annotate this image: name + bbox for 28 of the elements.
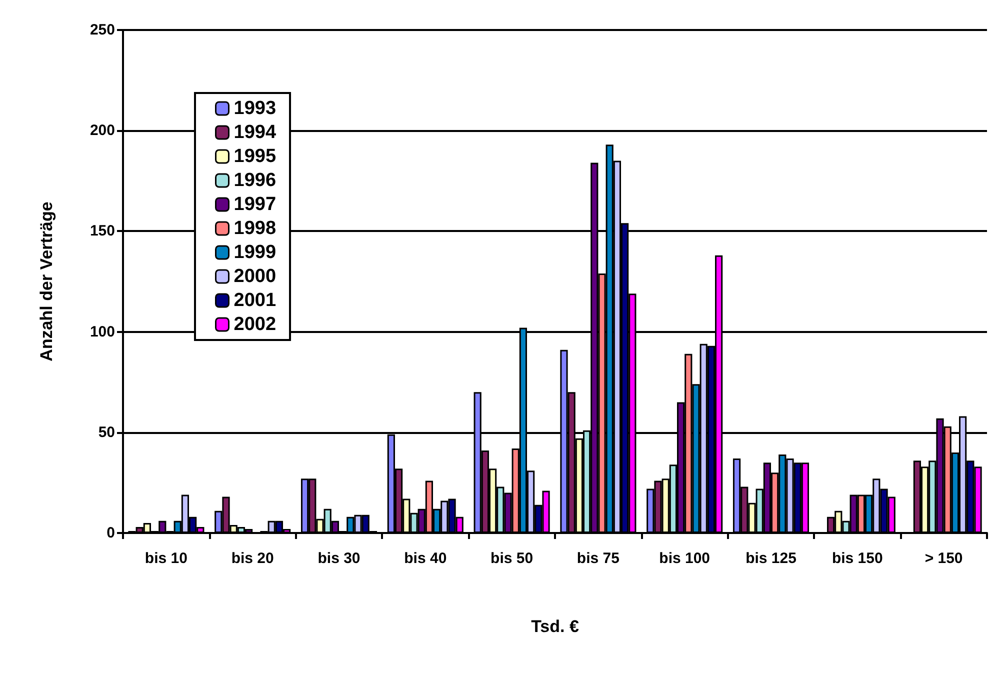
y-tick-label: 100 [90,323,115,340]
x-tick-label: bis 20 [231,550,274,567]
x-tick-label: bis 50 [490,550,534,567]
legend-label: 1998 [234,218,276,239]
y-tick-label: 250 [90,22,115,38]
y-axis-title: Anzahl der Verträge [37,202,56,362]
x-axis-title: Tsd. € [531,617,580,636]
legend-label: 1993 [234,98,276,119]
legend-label: 1994 [234,122,276,143]
legend-label: 2001 [234,290,276,311]
legend-label: 1995 [234,146,276,167]
x-tick-label: bis 40 [404,550,447,567]
legend-label: 2000 [234,266,276,287]
y-tick-label: 150 [90,222,115,240]
legend-label: 1996 [234,170,276,191]
x-tick-label: bis 150 [832,550,883,567]
x-tick-label: bis 125 [746,550,796,567]
y-tick-label: 200 [90,122,115,140]
legend-label: 1997 [234,194,276,215]
x-tick-label: bis 30 [318,550,360,567]
y-tick-label: 50 [98,424,115,441]
legend-label: 1999 [234,242,276,263]
y-tick-label: 0 [106,524,115,542]
x-tick-label: bis 100 [659,550,710,567]
x-tick-label: > 150 [924,550,963,567]
x-tick-label: bis 75 [576,550,620,567]
legend-label: 2002 [234,314,276,335]
x-tick-label: bis 10 [144,550,188,567]
